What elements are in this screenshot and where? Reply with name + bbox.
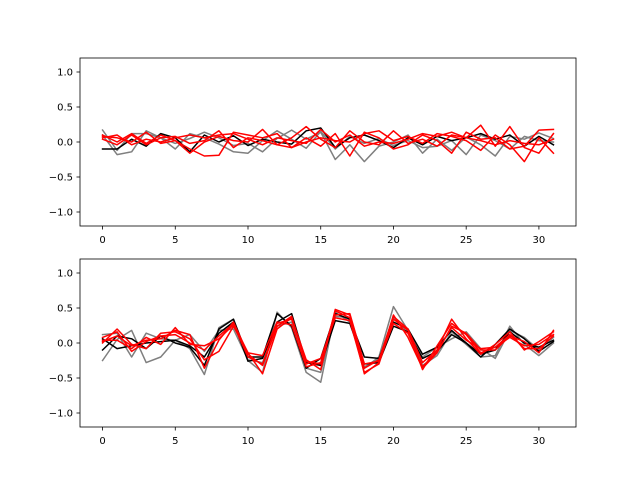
y-tick-label: 0.0	[57, 339, 73, 350]
y-tick-label: −1.0	[49, 208, 73, 219]
series-group	[101, 305, 555, 383]
x-tick-label: 10	[242, 235, 255, 246]
x-tick-label: 0	[99, 436, 105, 447]
x-tick-label: 0	[99, 235, 105, 246]
top-subplot: 0 5 10 15 20 25 30 1.0 0.5 0.0 −0.5 −1.0	[49, 57, 577, 246]
y-tick-label: −1.0	[49, 409, 73, 420]
x-tick-label: 20	[387, 235, 400, 246]
y-tick-label: −0.5	[49, 374, 73, 385]
x-tick-label: 5	[172, 235, 178, 246]
series-line-6	[101, 128, 555, 163]
x-tick-label: 20	[387, 436, 400, 447]
y-tick-label: 0.0	[57, 138, 73, 149]
y-tick-label: 1.0	[57, 269, 73, 280]
bottom-subplot: 0 5 10 15 20 25 30 1.0 0.5 0.0 −0.5 −1.0	[49, 258, 577, 447]
y-tick-label: 0.5	[57, 103, 73, 114]
y-tick-label: 1.0	[57, 68, 73, 79]
x-tick-label: 15	[314, 436, 327, 447]
x-tick-label: 30	[533, 436, 546, 447]
y-tick-label: −0.5	[49, 173, 73, 184]
y-tick-label: 0.5	[57, 304, 73, 315]
x-tick-label: 10	[242, 436, 255, 447]
x-tick-label: 25	[460, 436, 473, 447]
x-tick-label: 15	[314, 235, 327, 246]
series-line-3	[101, 127, 555, 153]
series-line-7	[101, 128, 555, 147]
series-line-8	[101, 312, 555, 368]
x-tick-label: 5	[172, 436, 178, 447]
x-tick-label: 25	[460, 235, 473, 246]
x-tick-label: 30	[533, 235, 546, 246]
series-group	[101, 124, 555, 163]
